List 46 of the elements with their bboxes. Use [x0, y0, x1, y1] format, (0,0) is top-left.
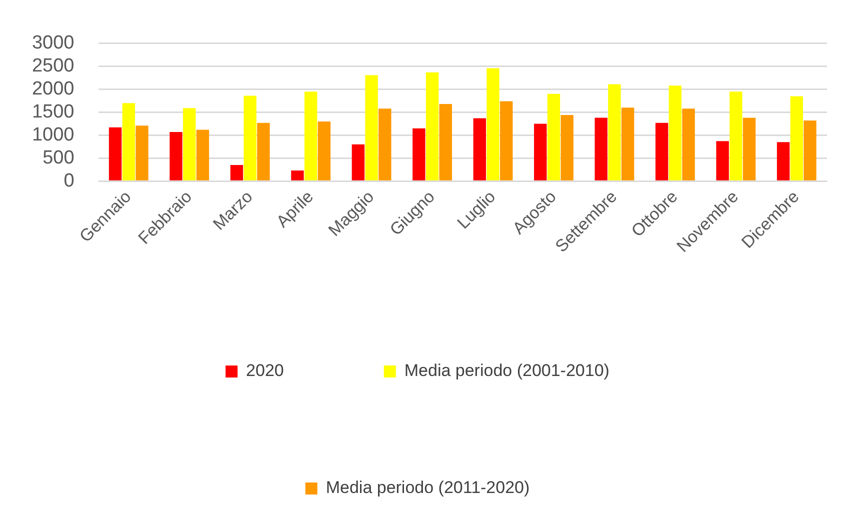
bar: [621, 108, 634, 180]
y-tick-label: 0: [64, 170, 74, 192]
bar: [378, 108, 392, 180]
bar: [682, 108, 695, 180]
bar: [547, 94, 560, 180]
bar: [439, 104, 452, 180]
bar: [730, 92, 742, 180]
bar: [257, 122, 270, 180]
y-tick-label: 3000: [32, 32, 74, 54]
bar: [486, 68, 500, 180]
y-tick-label: 2500: [32, 56, 74, 77]
bar: [776, 142, 790, 180]
bar: [196, 130, 210, 180]
bar: [473, 118, 486, 180]
bar: [668, 86, 682, 180]
legend-label: Media periodo (2011-2020): [326, 478, 530, 498]
bar: [122, 103, 135, 180]
bar: [560, 115, 574, 180]
bar: [790, 96, 803, 180]
bar: [304, 92, 318, 180]
y-tick-label: 500: [42, 147, 74, 168]
bar: [136, 126, 148, 180]
bar: [230, 165, 244, 180]
bar: [608, 84, 621, 180]
bar: [534, 124, 547, 180]
bar: [244, 96, 256, 180]
legend-label: 2020: [246, 361, 284, 380]
bar: [108, 127, 122, 180]
bar: [170, 132, 182, 180]
bar: [655, 122, 668, 180]
y-tick-label: 1000: [32, 124, 74, 146]
bar: [183, 108, 196, 180]
bar: [365, 75, 378, 180]
y-tick-label: 2000: [32, 78, 74, 100]
y-tick-label: 1500: [32, 101, 74, 122]
bar: [318, 121, 331, 180]
bar: [804, 120, 816, 180]
bar: [426, 72, 439, 180]
bar: [716, 141, 729, 180]
bar: [500, 101, 513, 180]
bar: [594, 118, 608, 180]
bar: [412, 128, 426, 180]
bar: [291, 170, 304, 180]
bar: [352, 144, 365, 180]
legend-label: Media periodo (2001-2010): [404, 361, 610, 380]
bar: [742, 118, 756, 180]
